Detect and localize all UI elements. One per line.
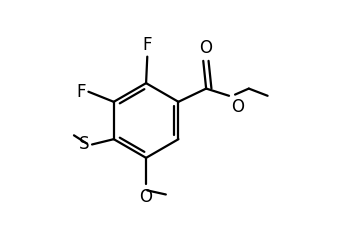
Text: F: F [142,36,152,54]
Text: F: F [77,83,86,101]
Text: O: O [199,39,212,56]
Text: O: O [231,98,244,116]
Text: O: O [140,188,153,206]
Text: S: S [79,135,89,154]
